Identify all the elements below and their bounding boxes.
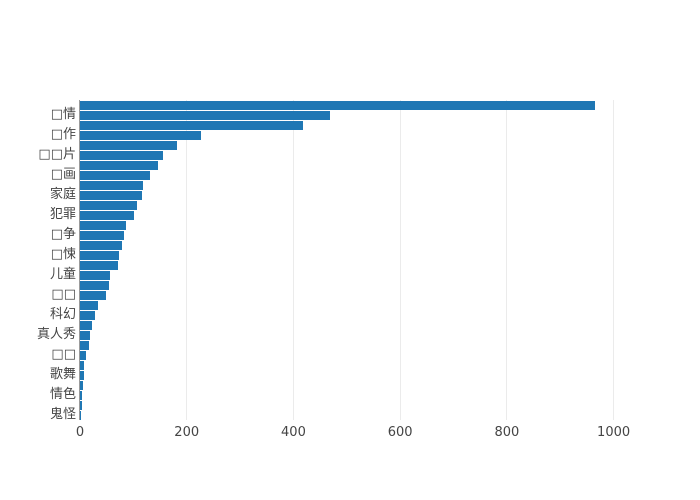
y-tick-label: □画 [50,167,76,182]
bar[interactable] [80,220,127,230]
bar[interactable] [80,320,93,330]
bar[interactable] [80,180,143,190]
x-gridline [613,100,615,420]
bar[interactable] [80,200,138,210]
bar[interactable] [80,100,595,110]
x-tick-label: 1000 [597,425,631,440]
bar[interactable] [80,350,87,360]
bar[interactable] [80,110,330,120]
bar[interactable] [80,310,95,320]
bar[interactable] [80,120,304,130]
bar[interactable] [80,400,82,410]
plot-area [79,100,620,420]
y-tick-label: 鬼怪 [49,407,76,422]
y-tick-label: □作 [50,127,76,142]
bar[interactable] [80,330,91,340]
x-gridline [399,100,401,420]
y-tick-label: □争 [50,227,76,242]
y-tick-label: □□ [51,287,76,302]
bar[interactable] [80,300,98,310]
x-tick-label: 200 [174,425,200,440]
x-tick-label: 800 [494,425,520,440]
y-tick-label: □□片 [38,147,76,162]
bar[interactable] [80,130,202,140]
bar[interactable] [80,230,125,240]
bar[interactable] [80,250,119,260]
bar[interactable] [80,290,106,300]
bar[interactable] [80,260,119,270]
x-gridline [292,100,294,420]
y-tick-label: □悚 [50,247,76,262]
bar[interactable] [80,280,110,290]
y-tick-label: 科幻 [49,307,76,322]
x-gridline [506,100,508,420]
y-tick-label: 真人秀 [36,327,76,342]
y-tick-label: □情 [50,107,76,122]
bar[interactable] [80,380,83,390]
bar[interactable] [80,410,82,420]
y-tick-label: 犯罪 [49,207,76,222]
bar[interactable] [80,160,159,170]
x-tick-label: 0 [75,425,85,440]
x-tick-label: 600 [387,425,413,440]
bar[interactable] [80,360,85,370]
y-tick-label: 家庭 [49,187,76,202]
y-tick-label: □□ [51,347,76,362]
y-axis-line [79,100,80,420]
x-gridline [186,100,188,420]
bar[interactable] [80,240,123,250]
y-tick-label: 儿童 [49,267,76,282]
bar[interactable] [80,190,143,200]
bar[interactable] [80,150,163,160]
bar[interactable] [80,270,110,280]
bar[interactable] [80,390,83,400]
bar[interactable] [80,370,84,380]
bar[interactable] [80,170,151,180]
x-tick-label: 400 [281,425,306,440]
bar[interactable] [80,210,134,220]
y-tick-label: 情色 [49,387,76,402]
y-tick-label: 歌舞 [49,367,76,382]
bar[interactable] [80,340,89,350]
bar[interactable] [80,140,177,150]
